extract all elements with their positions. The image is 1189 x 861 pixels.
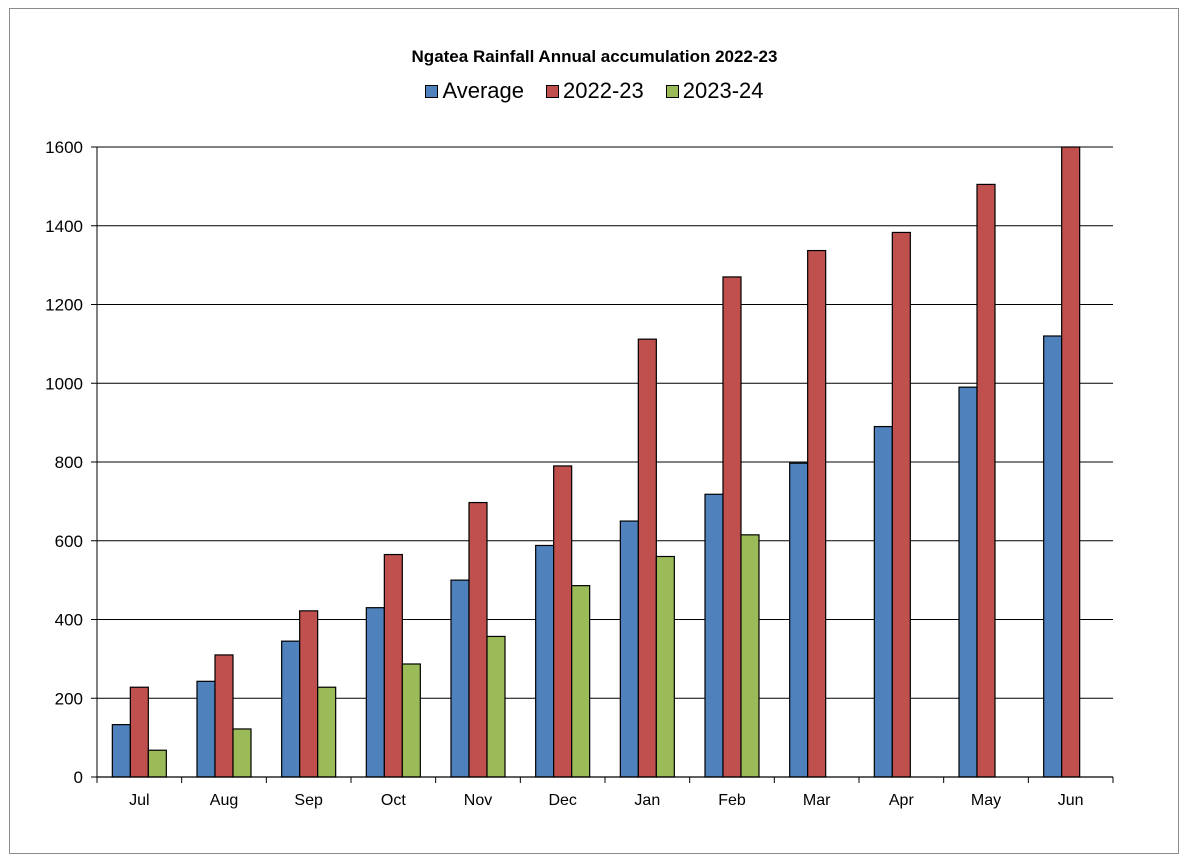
bar-2022-23 — [383, 553, 403, 778]
bar-2022-23 — [976, 183, 996, 778]
x-tick-label: May — [971, 792, 1001, 809]
bar-2023-24 — [571, 585, 591, 778]
bar-2023-24 — [147, 749, 167, 778]
bar-2022-23 — [891, 231, 911, 778]
bar-2022-23 — [1061, 146, 1081, 778]
legend-label-2023-24: 2023-24 — [682, 78, 764, 103]
legend-label-2022-23: 2022-23 — [563, 78, 644, 103]
x-tick-label: Jan — [634, 792, 660, 809]
y-tick-label: 1400 — [45, 217, 83, 236]
x-tick-label: Aug — [210, 792, 238, 809]
bar-average — [196, 680, 216, 778]
bar-2022-23 — [129, 686, 149, 778]
bar-average — [450, 579, 470, 778]
x-tick-label: Jun — [1058, 792, 1084, 809]
bar-2023-24 — [486, 635, 506, 778]
bar-average — [365, 607, 385, 778]
bar-2022-23 — [299, 610, 319, 778]
bar-average — [873, 425, 893, 778]
legend-item-2023-24: 2023-24 — [665, 78, 764, 104]
y-tick-label: 1200 — [45, 296, 83, 315]
x-tick-label: Feb — [718, 792, 746, 809]
y-tick-label: 1600 — [45, 138, 83, 157]
bar-2022-23 — [807, 249, 827, 778]
bar-average — [111, 724, 131, 778]
x-tick-label: Sep — [294, 792, 323, 809]
chart-legend: Average 2022-23 2023-24 — [0, 78, 1189, 104]
x-tick-label: Jul — [129, 792, 149, 809]
bar-2022-23 — [637, 338, 657, 778]
x-tick-label: Mar — [803, 792, 831, 809]
x-tick-label: Oct — [381, 792, 406, 809]
y-tick-label: 1000 — [45, 374, 83, 393]
bar-2023-24 — [655, 555, 675, 778]
legend-swatch-average — [425, 84, 439, 98]
bar-average — [619, 520, 639, 778]
y-tick-label: 200 — [55, 689, 83, 708]
legend-swatch-2023-24 — [665, 84, 679, 98]
bar-2022-23 — [214, 654, 234, 778]
legend-label-average: Average — [442, 78, 525, 103]
y-tick-label: 0 — [74, 768, 83, 787]
y-tick-label: 600 — [55, 532, 83, 551]
bar-2023-24 — [232, 728, 252, 778]
bar-2023-24 — [740, 534, 760, 778]
bar-average — [281, 640, 301, 778]
y-tick-label: 800 — [55, 453, 83, 472]
bar-average — [958, 386, 978, 778]
bar-2023-24 — [401, 663, 421, 778]
x-tick-label: Nov — [464, 792, 492, 809]
bar-2022-23 — [722, 276, 742, 778]
x-tick-label: Apr — [889, 792, 915, 809]
bar-average — [535, 544, 555, 778]
bar-2022-23 — [553, 465, 573, 778]
bar-average — [789, 462, 809, 778]
x-tick-label: Dec — [548, 792, 576, 809]
legend-item-average: Average — [425, 78, 524, 104]
legend-item-2022-23: 2022-23 — [546, 78, 644, 104]
bar-average — [1043, 335, 1063, 778]
chart-title: Ngatea Rainfall Annual accumulation 2022… — [411, 47, 778, 66]
bar-average — [704, 493, 724, 778]
legend-swatch-2022-23 — [546, 84, 560, 98]
bar-2022-23 — [468, 501, 488, 778]
bar-2023-24 — [317, 686, 337, 778]
y-tick-label: 400 — [55, 611, 83, 630]
